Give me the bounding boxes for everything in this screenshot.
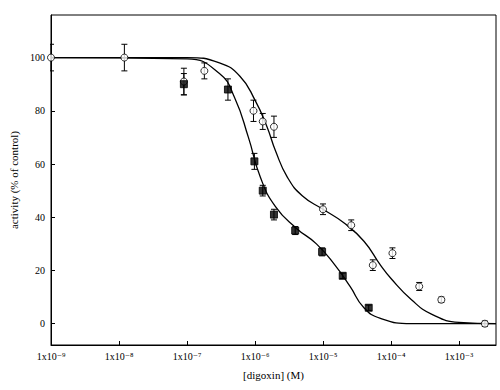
- svg-text:60: 60: [35, 159, 45, 170]
- svg-text:1x10⁻⁷: 1x10⁻⁷: [173, 351, 202, 362]
- svg-text:activity (% of control): activity (% of control): [8, 131, 21, 229]
- svg-text:0: 0: [40, 318, 45, 329]
- svg-text:20: 20: [35, 265, 45, 276]
- svg-text:1x10⁻⁶: 1x10⁻⁶: [241, 351, 270, 362]
- svg-text:1x10⁻⁴: 1x10⁻⁴: [377, 351, 406, 362]
- svg-text:100: 100: [30, 52, 45, 63]
- svg-text:80: 80: [35, 105, 45, 116]
- svg-text:40: 40: [35, 212, 45, 223]
- svg-text:1x10⁻⁸: 1x10⁻⁸: [105, 351, 134, 362]
- svg-text:1x10⁻⁵: 1x10⁻⁵: [309, 351, 338, 362]
- svg-text:1x10⁻⁹: 1x10⁻⁹: [37, 351, 66, 362]
- svg-text:1x10⁻³: 1x10⁻³: [445, 351, 473, 362]
- svg-text:[digoxin] (M): [digoxin] (M): [243, 369, 304, 382]
